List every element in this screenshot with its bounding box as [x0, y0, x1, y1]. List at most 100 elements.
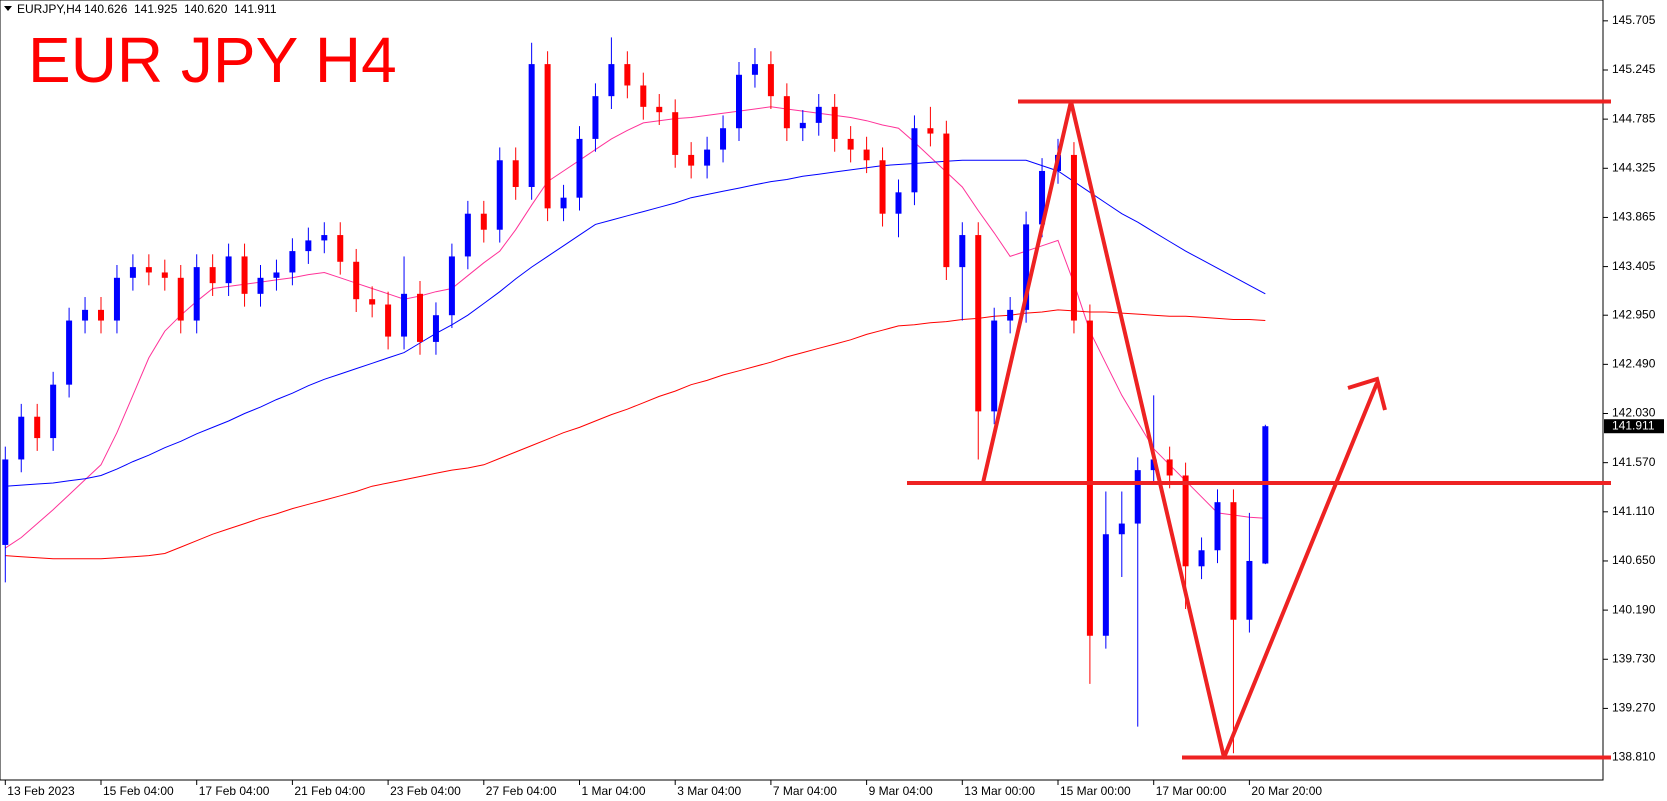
candle-body [783, 96, 790, 129]
y-tick-label: 142.030 [1612, 406, 1656, 420]
header-high: 141.925 [134, 2, 178, 16]
candle-body [512, 160, 519, 187]
candle-body [337, 235, 344, 262]
y-tick-label: 144.325 [1612, 160, 1656, 174]
candle-body [417, 293, 423, 342]
candle-body [672, 112, 679, 155]
x-tick-label: 23 Feb 04:00 [390, 784, 461, 798]
y-tick-label: 144.785 [1612, 111, 1656, 125]
header-close: 141.911 [234, 2, 277, 16]
y-tick-label: 140.190 [1612, 602, 1656, 616]
candle-body [799, 122, 806, 129]
candle-body [480, 213, 487, 230]
candle-body [177, 277, 184, 321]
candle-body [688, 154, 695, 166]
y-tick-label: 139.270 [1612, 701, 1656, 715]
x-tick-label: 20 Mar 20:00 [1251, 784, 1322, 798]
candle-body [927, 128, 934, 134]
candle-body [560, 197, 567, 209]
candle-body [751, 64, 758, 75]
x-tick-label: 17 Feb 04:00 [199, 784, 270, 798]
candle-body [225, 256, 232, 284]
candle-body [1198, 550, 1205, 567]
y-tick-label: 145.705 [1612, 13, 1656, 27]
candle-body [34, 416, 41, 439]
candle-body [1230, 502, 1237, 620]
candle-body [321, 235, 328, 241]
candle-body [544, 64, 551, 209]
y-tick-label: 139.730 [1612, 651, 1656, 665]
candle-body [959, 235, 966, 268]
symbol-menu-arrow[interactable] [4, 6, 12, 11]
y-tick-label: 143.865 [1612, 210, 1656, 224]
candle-body [991, 320, 998, 412]
y-tick-label: 141.570 [1612, 455, 1656, 469]
x-tick-label: 13 Feb 2023 [7, 784, 75, 798]
candle-body [98, 309, 104, 321]
candle-body [720, 128, 727, 150]
moving-average [5, 309, 1266, 560]
candle-body [640, 85, 647, 107]
candle-body [863, 149, 870, 161]
candle-body [241, 256, 248, 294]
candle-body [815, 106, 822, 123]
candle-body [2, 459, 9, 545]
candle-body [1246, 560, 1253, 620]
y-tick-label: 142.490 [1612, 357, 1656, 371]
y-tick-label: 145.245 [1612, 62, 1656, 76]
candle-body [1182, 475, 1189, 567]
candle-body [592, 96, 599, 139]
chart-title: EUR JPY H4 [28, 24, 397, 96]
candle-body [289, 251, 296, 273]
candle-body [1023, 224, 1030, 310]
candle-body [1039, 170, 1046, 225]
price-marker [1604, 419, 1664, 434]
header-low: 140.620 [184, 2, 228, 16]
x-tick-label: 7 Mar 04:00 [773, 784, 837, 798]
pattern-zigzag [981, 99, 1379, 760]
candle-body [257, 277, 264, 294]
x-tick-label: 21 Feb 04:00 [294, 784, 365, 798]
candle-body [66, 320, 73, 385]
candle-body [401, 293, 408, 337]
candle-body [432, 315, 439, 342]
y-tick-label: 140.650 [1612, 553, 1656, 567]
y-tick-label: 138.810 [1612, 750, 1656, 764]
candle-body [1070, 154, 1077, 321]
candle-body [161, 272, 168, 278]
candle-body [1007, 309, 1014, 321]
candle-body [193, 267, 200, 321]
candle-body [608, 64, 615, 97]
x-tick-label: 17 Mar 00:00 [1156, 784, 1227, 798]
y-tick-label: 141.110 [1612, 504, 1655, 518]
arrow-head [1347, 376, 1387, 411]
candle-body [1086, 320, 1093, 636]
candle-body [943, 133, 950, 268]
candle-body [1118, 523, 1125, 535]
y-tick-label: 142.950 [1612, 307, 1656, 321]
candle-body [879, 160, 886, 214]
x-tick-label: 3 Mar 04:00 [677, 784, 741, 798]
candle-body [975, 235, 982, 412]
candle-body [145, 267, 152, 273]
x-tick-label: 27 Feb 04:00 [486, 784, 557, 798]
candle-body [129, 267, 136, 278]
candle-body [50, 384, 57, 439]
x-tick-label: 15 Mar 00:00 [1060, 784, 1131, 798]
candle-body [911, 128, 918, 193]
candle-body [895, 192, 902, 214]
x-tick-label: 9 Mar 04:00 [869, 784, 933, 798]
candle-body [847, 138, 854, 150]
x-tick-label: 1 Mar 04:00 [582, 784, 646, 798]
y-tick-label: 143.405 [1612, 259, 1656, 273]
current-price: 141.911 [1612, 418, 1655, 432]
candle-body [496, 160, 503, 230]
candle-body [273, 272, 280, 278]
candle-body [464, 213, 471, 257]
candle-body [209, 267, 216, 284]
candle-body [831, 106, 838, 139]
symbol: EURJPY,H4 [17, 2, 82, 16]
candle-body [1102, 534, 1109, 636]
candle-body [448, 256, 455, 316]
